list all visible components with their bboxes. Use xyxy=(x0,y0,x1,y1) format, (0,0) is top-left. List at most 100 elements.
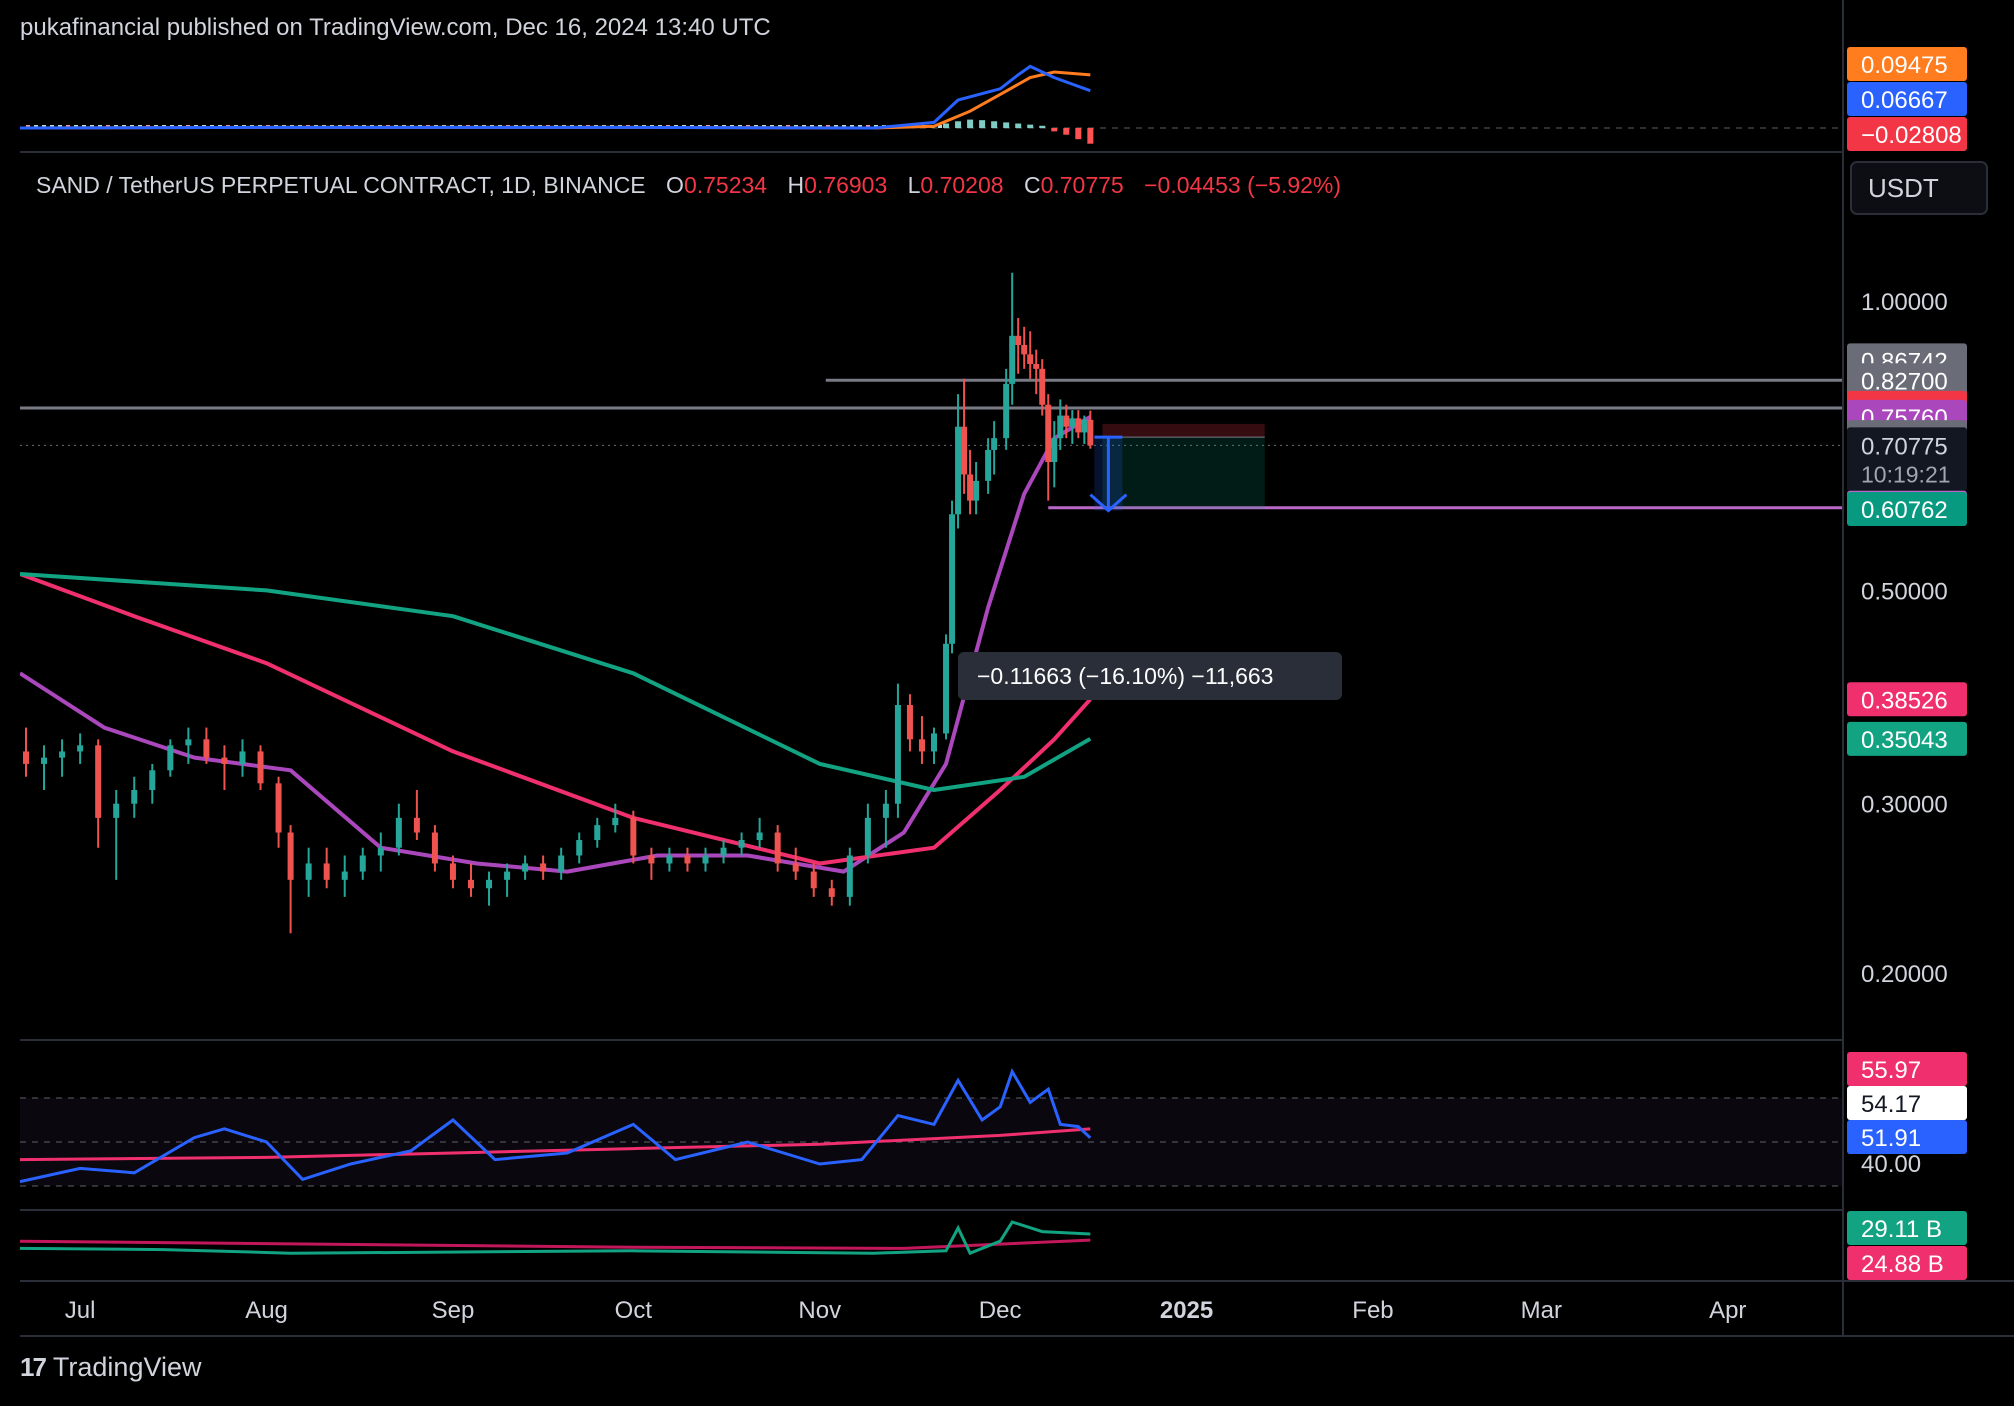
candle-body-43 xyxy=(792,863,799,872)
candle-body-38 xyxy=(702,855,709,864)
price-axis[interactable]: 1.000000.500000.300000.200000.867420.827… xyxy=(1847,47,1967,1280)
moving-average-0 xyxy=(20,415,1092,874)
currency-button[interactable]: USDT xyxy=(1850,161,1988,215)
macd-hist-12 xyxy=(1087,128,1094,144)
macd-hist-7 xyxy=(1027,124,1034,128)
low-label: L xyxy=(908,172,921,198)
candle-body-45 xyxy=(828,888,835,897)
last-price-label: 0.70775 xyxy=(1861,433,1948,460)
candle-body-73 xyxy=(1075,418,1082,433)
price-pane[interactable] xyxy=(20,272,1842,934)
price-tick-2: 0.30000 xyxy=(1861,792,1948,819)
candle-body-66 xyxy=(1033,363,1040,369)
candle-body-31 xyxy=(576,840,583,856)
time-tick-3: Oct xyxy=(615,1297,653,1324)
currency-label: USDT xyxy=(1868,173,1939,203)
candle-body-21 xyxy=(395,817,402,848)
candle-body-11 xyxy=(221,757,228,764)
macd-hist-6 xyxy=(1015,123,1022,128)
low-value: 0.70208 xyxy=(920,172,1003,198)
price-tick-0: 1.00000 xyxy=(1861,289,1948,316)
candle-body-9 xyxy=(185,739,192,746)
candle-body-51 xyxy=(918,739,925,752)
candle-body-61 xyxy=(1003,383,1010,439)
candle-body-59 xyxy=(985,449,992,481)
candle-body-8 xyxy=(167,745,174,771)
macd-hist-8 xyxy=(1039,125,1046,128)
candle-body-42 xyxy=(774,832,781,864)
candle-body-50 xyxy=(906,705,913,740)
open-label: O xyxy=(666,172,684,198)
close-value: 0.70775 xyxy=(1041,172,1124,198)
candle-body-29 xyxy=(540,863,547,872)
rsi-label-1: 54.17 xyxy=(1861,1091,1921,1118)
open-value: 0.75234 xyxy=(684,172,767,198)
published-header: pukafinancial published on TradingView.c… xyxy=(20,14,771,41)
candle-body-55 xyxy=(955,426,962,515)
volume-label-0: 29.11 B xyxy=(1861,1216,1942,1243)
candle-body-23 xyxy=(431,832,438,864)
symbol-title: SAND / TetherUS PERPETUAL CONTRACT, 1D, … xyxy=(36,172,646,198)
candle-body-0 xyxy=(23,751,30,764)
candle-body-74 xyxy=(1081,419,1088,433)
macd-label-1: 0.06667 xyxy=(1861,87,1948,114)
candle-body-30 xyxy=(558,855,565,872)
time-axis[interactable]: Jul Aug Sep Oct Nov Dec 2025 Feb Mar Apr xyxy=(65,1297,1747,1324)
volume-label-1-bg xyxy=(1847,1246,1967,1280)
candle-body-41 xyxy=(756,832,763,841)
position-target-zone xyxy=(1102,437,1265,510)
macd-pane[interactable] xyxy=(19,64,1842,144)
candle-body-6 xyxy=(131,790,138,804)
candle-body-7 xyxy=(149,770,156,791)
price-label-1-bg xyxy=(1847,363,1967,398)
candle-body-56 xyxy=(961,426,968,475)
candle-body-2 xyxy=(59,751,66,758)
macd-hist-0 xyxy=(943,123,950,128)
candle-body-67 xyxy=(1039,368,1046,405)
time-tick-6: 2025 xyxy=(1160,1297,1213,1324)
time-tick-4: Nov xyxy=(798,1297,841,1324)
time-tick-0: Jul xyxy=(65,1297,96,1324)
rsi-rsi_ma-line xyxy=(19,1127,1091,1162)
candle-body-48 xyxy=(882,803,889,818)
candle-body-52 xyxy=(931,733,938,752)
tradingview-brand[interactable]: 17 TradingView xyxy=(20,1352,202,1383)
candle-body-26 xyxy=(486,879,493,889)
candle-body-70 xyxy=(1057,415,1064,439)
tradingview-logo-icon: 17 xyxy=(20,1352,47,1382)
time-tick-7: Feb xyxy=(1352,1297,1393,1324)
candle-body-54 xyxy=(949,514,956,644)
candle-body-71 xyxy=(1063,415,1070,427)
candle-body-36 xyxy=(666,855,673,864)
rsi-label-0: 55.97 xyxy=(1861,1057,1921,1084)
candle-body-57 xyxy=(967,474,974,501)
volume-label-1: 24.88 B xyxy=(1861,1251,1944,1278)
candle-body-1 xyxy=(41,757,48,764)
macd-hist-1 xyxy=(955,121,962,128)
candle-body-10 xyxy=(203,739,210,758)
candle-body-5 xyxy=(113,803,120,818)
rsi-rsi-line xyxy=(19,1068,1092,1184)
macd-hist-5 xyxy=(1003,122,1010,128)
volume-label-0-bg xyxy=(1847,1211,1967,1245)
rsi-label-1-bg xyxy=(1847,1086,1967,1120)
volume-pane[interactable] xyxy=(19,1220,1091,1256)
rsi-pane[interactable] xyxy=(19,1068,1842,1187)
candle-body-20 xyxy=(377,847,384,856)
high-label: H xyxy=(787,172,804,198)
time-tick-8: Mar xyxy=(1521,1297,1562,1324)
countdown-label: 10:19:21 xyxy=(1861,461,1951,487)
candle-body-37 xyxy=(684,855,691,864)
price-tick-1: 0.50000 xyxy=(1861,578,1948,605)
change-value: −0.04453 (−5.92%) xyxy=(1144,172,1341,198)
price-label-9-bg xyxy=(1847,721,1967,756)
candle-body-60 xyxy=(991,438,998,450)
price-label-1: 0.82700 xyxy=(1861,368,1948,395)
candle-body-17 xyxy=(323,863,330,880)
candle-body-39 xyxy=(720,847,727,856)
rsi-label-2: 51.91 xyxy=(1861,1125,1921,1152)
candle-body-49 xyxy=(894,705,901,804)
price-label-8: 0.38526 xyxy=(1861,687,1948,714)
candle-body-35 xyxy=(648,855,655,864)
